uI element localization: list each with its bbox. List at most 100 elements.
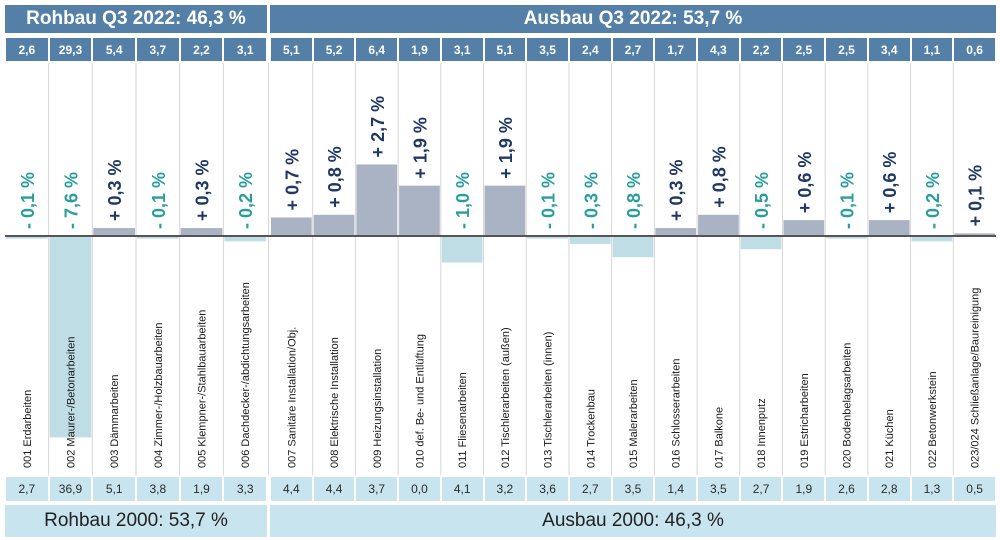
share-2000-cell: 4,1 [441,477,483,501]
share-2000-cell: 3,3 [224,477,266,501]
share-2000-cell: 1,3 [911,477,953,501]
category-label-23: 023/024 Schließanlage/Baureinigung [970,288,982,468]
share-2022-cell: 5,1 [484,38,526,61]
share-2022-cell: 1,1 [911,38,953,61]
share-2022-cell: 2,6 [6,38,48,61]
bar-17 [698,214,739,236]
category-label-6: 006 Dachdecker-/abdichtungsarbeiten [240,282,252,468]
category-label-12: 012 Tischlerarbeiten (außen) [500,327,512,468]
change-label-15: - 0,8 % [624,172,644,229]
category-label-19: 019 Estricharbeiten [799,373,811,468]
share-2022-cell: 6,4 [356,38,398,61]
category-label-16: 016 Schlosserarbeiten [671,359,683,468]
bar-14 [569,236,611,244]
bar-11 [441,236,483,263]
share-2000-cell: 0,5 [954,477,995,501]
change-label-8: + 0,8 % [325,146,345,208]
category-label-14: 014 Trockenbau [585,389,597,468]
share-2022-cell: 2,7 [612,38,654,61]
bar-15 [612,236,654,258]
share-2000-cell: 3,5 [698,477,739,501]
share-2000-cell: 0,0 [399,477,440,501]
category-label-20: 020 Bodenbelagsarbeiten [842,343,854,468]
category-label-10: 010 def. Be- und Entlüftung [414,334,426,468]
share-2000-cell: 3,7 [356,477,398,501]
change-label-10: + 1,9 % [410,117,430,179]
category-label-18: 018 Innenputz [756,398,768,468]
change-label-23: + 0,1 % [966,165,986,227]
change-label-18: - 0,5 % [752,172,772,229]
bar-8 [313,214,355,236]
change-label-1: - 0,1 % [18,172,38,229]
bar-18 [740,236,782,250]
rohbau-header: Rohbau Q3 2022: 46,3 % [5,5,267,33]
bar-4 [137,236,179,239]
ausbau-header: Ausbau Q3 2022: 53,7 % [270,5,996,33]
category-label-13: 013 Tischlerarbeiten (innen) [543,332,555,468]
share-2022-cell: 3,4 [868,38,910,61]
bar-21 [868,220,910,236]
category-label-3: 003 Dämmarbeiten [109,374,121,468]
change-label-17: + 0,8 % [709,146,729,208]
plot-area [5,63,996,475]
change-label-16: + 0,3 % [667,160,687,222]
bar-10 [399,185,440,236]
bar-9 [356,164,398,236]
category-label-21: 021 Küchen [884,409,896,468]
change-label-19: + 0,6 % [795,152,815,214]
change-label-13: - 0,1 % [539,172,559,229]
category-label-9: 009 Heizungsinstallation [372,349,384,468]
bar-13 [527,236,568,239]
category-label-7: 007 Sanitäre Installation/Obj. [286,327,298,468]
share-2022-cell: 1,9 [399,38,440,61]
share-2022-cell: 3,1 [441,38,483,61]
category-label-15: 015 Malerarbeiten [628,379,640,468]
share-2022-cell: 5,4 [93,38,135,61]
share-2022-cell: 1,7 [655,38,697,61]
share-2000-cell: 2,6 [826,477,867,501]
share-2022-cell: 2,5 [783,38,825,61]
share-2000-cell: 3,5 [612,477,654,501]
share-2022-cell: 2,4 [569,38,611,61]
share-2000-cell: 2,8 [868,477,910,501]
change-label-14: - 0,3 % [581,172,601,229]
share-2000-cell: 3,2 [484,477,526,501]
share-2022-cell: 3,1 [224,38,266,61]
share-2000-cell: 4,4 [271,477,312,501]
category-label-1: 001 Erdarbeiten [22,390,34,468]
change-label-11: - 1,0 % [453,172,473,229]
bar-6 [224,236,266,242]
change-label-9: + 2,7 % [368,96,388,158]
change-label-21: + 0,6 % [880,152,900,214]
share-2022-cell: 2,5 [826,38,867,61]
rohbau-footer: Rohbau 2000: 53,7 % [5,505,267,537]
share-2000-cell: 3,8 [137,477,179,501]
category-label-8: 008 Elektrische Installation [329,337,341,468]
bar-2 [49,236,92,438]
share-2022-cell: 3,5 [527,38,568,61]
share-2000-cell: 1,4 [655,477,697,501]
bar-20 [826,236,867,239]
share-2000-cell: 5,1 [93,477,135,501]
share-2022-cell: 3,7 [137,38,179,61]
bar-3 [93,228,135,236]
ausbau-footer: Ausbau 2000: 46,3 % [270,505,996,537]
change-label-5: + 0,3 % [193,160,213,222]
share-2022-cell: 4,3 [698,38,739,61]
category-label-2: 002 Maurer-/Betonarbeiten [66,337,78,468]
change-label-3: + 0,3 % [105,160,125,222]
change-label-22: - 0,2 % [923,172,943,229]
bar-1 [6,236,48,239]
share-2022-cell: 5,2 [313,38,355,61]
change-label-2: - 7,6 % [62,172,82,229]
category-label-4: 004 Zimmer-/Holzbauarbeiten [153,322,165,468]
change-label-20: - 0,1 % [838,172,858,229]
share-2000-cell: 2,7 [6,477,48,501]
change-label-4: - 0,1 % [149,172,169,229]
bar-7 [271,217,312,236]
share-2022-cell: 5,1 [271,38,312,61]
share-2022-cell: 0,6 [954,38,995,61]
category-label-5: 005 Klempner-/Stahlbauarbeiten [197,310,209,468]
